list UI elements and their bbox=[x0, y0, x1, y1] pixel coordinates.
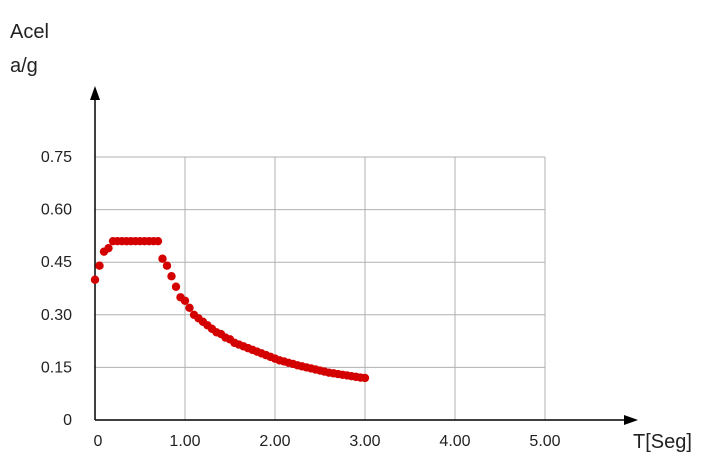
data-point bbox=[153, 236, 163, 246]
x-tick-label: 3.00 bbox=[349, 433, 380, 450]
data-point bbox=[167, 272, 176, 281]
data-point bbox=[360, 373, 370, 383]
y-tick-label: 0.60 bbox=[41, 202, 72, 219]
y-tick-label: 0.15 bbox=[41, 359, 72, 376]
x-tick-label: 4.00 bbox=[439, 433, 470, 450]
data-point bbox=[162, 261, 172, 270]
y-tick-label: 0.75 bbox=[41, 149, 72, 166]
data-point bbox=[180, 296, 190, 305]
data-point bbox=[171, 282, 181, 291]
y-tick-labels: 0 0.15 0.30 0.45 0.60 0.75 bbox=[41, 149, 72, 429]
data-point bbox=[95, 261, 104, 270]
data-point bbox=[90, 275, 100, 284]
axes bbox=[90, 86, 638, 425]
x-axis-label: T[Seg] bbox=[633, 431, 692, 453]
x-tick-label: 5.00 bbox=[529, 433, 560, 450]
data-point bbox=[104, 243, 113, 253]
data-points bbox=[90, 236, 370, 383]
y-tick-label: 0.30 bbox=[41, 307, 72, 324]
y-axis-label-line2: a/g bbox=[10, 55, 38, 77]
x-tick-labels: 0 1.00 2.00 3.00 4.00 5.00 bbox=[94, 433, 561, 450]
y-tick-label: 0.45 bbox=[41, 254, 72, 271]
x-tick-label: 2.00 bbox=[259, 433, 290, 450]
y-tick-label: 0 bbox=[63, 412, 72, 429]
data-point bbox=[185, 303, 194, 312]
x-tick-label: 0 bbox=[94, 433, 103, 450]
x-tick-label: 1.00 bbox=[169, 433, 200, 450]
y-axis-arrow-icon bbox=[90, 86, 100, 100]
grid-lines bbox=[95, 156, 546, 420]
x-axis-arrow-icon bbox=[624, 415, 638, 425]
y-axis-label-line1: Acel bbox=[10, 21, 49, 43]
data-point bbox=[158, 254, 167, 263]
